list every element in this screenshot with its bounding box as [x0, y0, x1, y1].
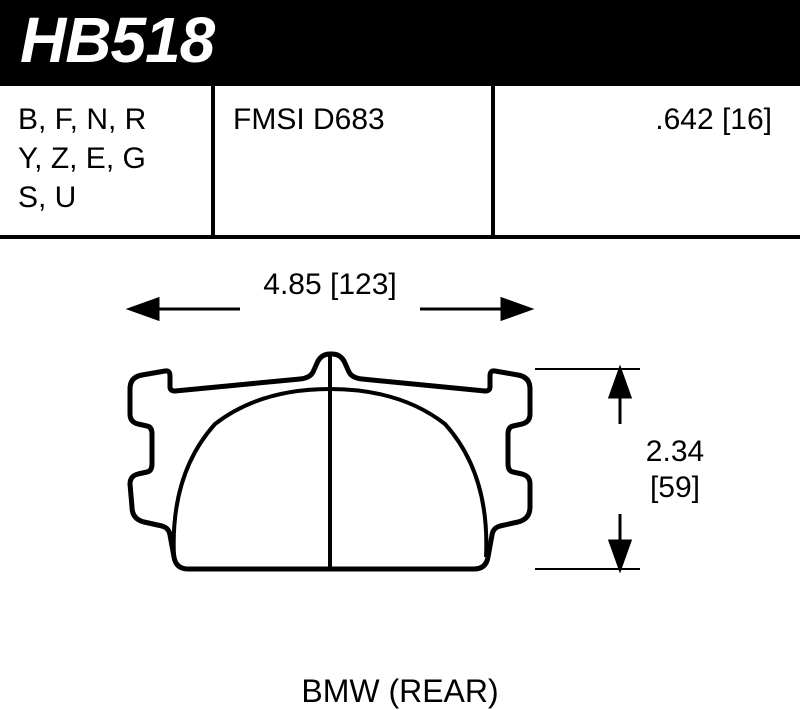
codes-line: S, U	[18, 178, 193, 217]
header-bar: HB518	[0, 0, 800, 82]
fmsi-code: FMSI D683	[215, 86, 495, 235]
part-number: HB518	[20, 8, 780, 72]
application-label: BMW (REAR)	[0, 669, 800, 710]
brake-pad-diagram	[0, 239, 800, 669]
height-dimension	[535, 369, 640, 569]
compound-codes: B, F, N, R Y, Z, E, G S, U	[0, 86, 215, 235]
drawing-area: 4.85 [123] 2.34 [59]	[0, 239, 800, 669]
codes-line: B, F, N, R	[18, 100, 193, 139]
width-dimension	[130, 299, 530, 319]
codes-line: Y, Z, E, G	[18, 139, 193, 178]
spec-row: B, F, N, R Y, Z, E, G S, U FMSI D683 .64…	[0, 82, 800, 239]
thickness-value: .642 [16]	[495, 86, 800, 235]
brake-pad-outline	[130, 354, 530, 569]
